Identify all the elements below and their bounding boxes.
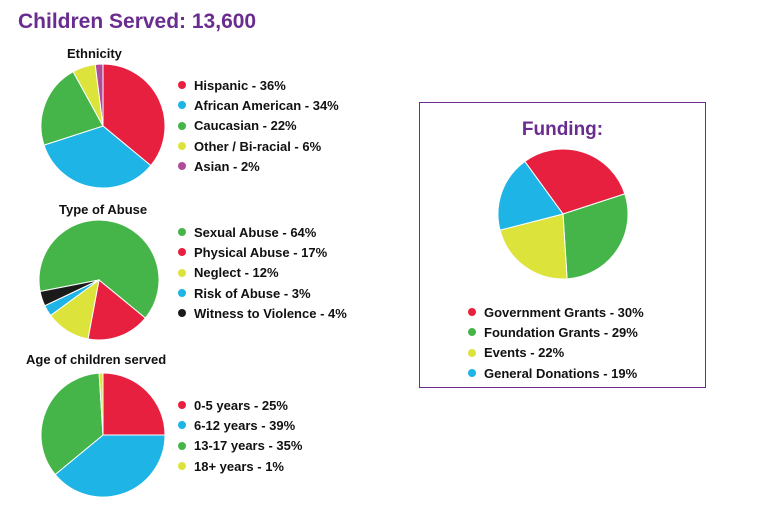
legend-entry: Hispanic - 36% [178, 75, 339, 95]
legend-entry: African American - 34% [178, 95, 339, 115]
legend-label: Physical Abuse - 17% [194, 244, 328, 260]
legend-swatch [178, 248, 186, 257]
pie-slice [54, 434, 166, 498]
legend-swatch [178, 81, 186, 90]
legend-swatch [178, 228, 186, 237]
legend-swatch [178, 401, 186, 410]
legend-swatch [178, 268, 186, 277]
pie-slice [102, 372, 166, 436]
abuse-legend: Sexual Abuse - 64% Physical Abuse - 17% Ne… [178, 222, 347, 323]
pie-slice [499, 213, 568, 280]
funding-legend: Government Grants - 30% Foundation Grants… [468, 302, 644, 383]
pie-slice [39, 279, 100, 307]
legend-label: 18+ years - 1% [194, 458, 284, 474]
legend-swatch [468, 348, 476, 357]
legend-label: Events - 22% [484, 345, 565, 361]
pie-slice [524, 148, 626, 215]
legend-swatch [178, 309, 186, 318]
legend-entry: General Donations - 19% [468, 363, 644, 383]
legend-entry: 0-5 years - 25% [178, 395, 302, 415]
legend-label: Caucasian - 22% [194, 118, 297, 134]
legend-entry: Other / Bi-racial - 6% [178, 136, 339, 156]
legend-swatch [178, 462, 186, 471]
legend-swatch [178, 142, 186, 151]
legend-label: Asian - 2% [194, 158, 260, 174]
pie-slice [94, 63, 104, 127]
age-legend: 0-5 years - 25% 6-12 years - 39% 13-17 yea… [178, 395, 302, 476]
pie-slice [40, 70, 104, 146]
legend-swatch [468, 308, 476, 317]
pie-slice [87, 279, 147, 341]
abuse-pie [38, 219, 160, 341]
legend-entry: 6-12 years - 39% [178, 415, 302, 435]
legend-label: Government Grants - 30% [484, 304, 644, 320]
funding-pie [497, 148, 629, 280]
pie-slice [497, 160, 564, 231]
legend-swatch [178, 162, 186, 171]
legend-swatch [468, 369, 476, 378]
abuse-title: Type of Abuse [59, 202, 148, 217]
legend-label: Risk of Abuse - 3% [194, 285, 311, 301]
ethnicity-title: Ethnicity [67, 46, 122, 61]
legend-entry: Risk of Abuse - 3% [178, 283, 347, 303]
legend-entry: Government Grants - 30% [468, 302, 644, 322]
legend-label: Other / Bi-racial - 6% [194, 138, 322, 154]
legend-swatch [178, 421, 186, 430]
legend-label: Sexual Abuse - 64% [194, 224, 317, 240]
age-title: Age of children served [26, 352, 167, 367]
legend-label: 6-12 years - 39% [194, 417, 296, 433]
legend-swatch [468, 328, 476, 337]
legend-label: General Donations - 19% [484, 365, 638, 381]
page-title: Children Served: 13,600 [18, 10, 257, 33]
pie-slice [38, 219, 160, 319]
legend-label: Foundation Grants - 29% [484, 324, 638, 340]
legend-entry: 13-17 years - 35% [178, 436, 302, 456]
legend-entry: Events - 22% [468, 343, 644, 363]
pie-slice [562, 193, 629, 280]
legend-label: Hispanic - 36% [194, 77, 286, 93]
legend-entry: 18+ years - 1% [178, 456, 302, 476]
legend-swatch [178, 289, 186, 298]
legend-label: Neglect - 12% [194, 265, 279, 281]
legend-entry: Caucasian - 22% [178, 116, 339, 136]
funding-panel: Funding: Government Grants - 30% Foundati… [419, 102, 706, 388]
legend-entry: Witness to Violence - 4% [178, 303, 347, 323]
pie-slice [102, 63, 166, 167]
legend-entry: Sexual Abuse - 64% [178, 222, 347, 242]
pie-slice [43, 125, 152, 189]
legend-swatch [178, 121, 186, 130]
funding-title: Funding: [521, 119, 604, 140]
pie-slice [98, 372, 104, 436]
legend-entry: Neglect - 12% [178, 263, 347, 283]
legend-entry: Asian - 2% [178, 156, 339, 176]
legend-label: African American - 34% [194, 97, 339, 113]
ethnicity-pie [40, 63, 166, 189]
legend-entry: Physical Abuse - 17% [178, 242, 347, 262]
age-pie [40, 372, 166, 498]
legend-label: 13-17 years - 35% [194, 438, 303, 454]
pie-slice [40, 372, 104, 476]
legend-swatch [178, 101, 186, 110]
legend-label: 0-5 years - 25% [194, 397, 288, 413]
ethnicity-legend: Hispanic - 36% African American - 34% Cauc… [178, 75, 339, 176]
legend-entry: Foundation Grants - 29% [468, 322, 644, 342]
legend-swatch [178, 441, 186, 450]
legend-label: Witness to Violence - 4% [194, 305, 347, 321]
